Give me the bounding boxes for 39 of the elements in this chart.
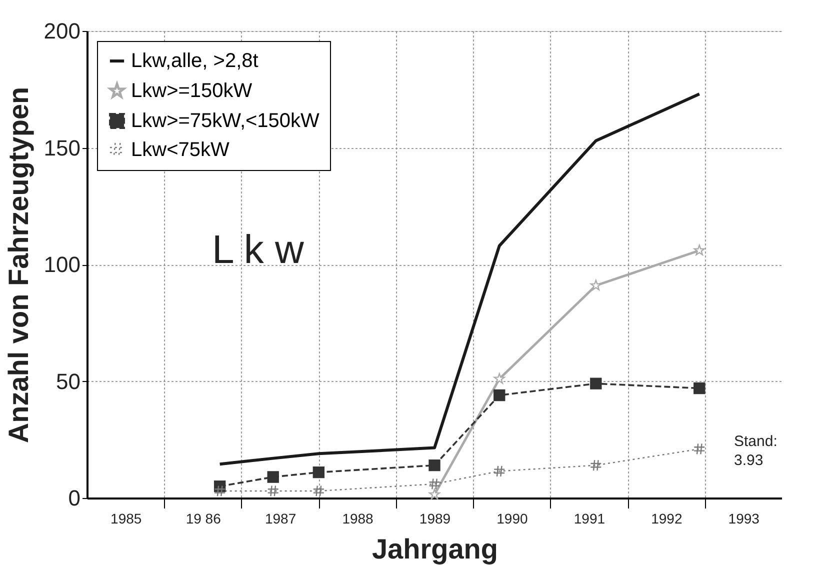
point (428, 478, 440, 490)
point (590, 378, 602, 390)
x-tick-label: 1990 (496, 510, 528, 526)
point (694, 244, 705, 256)
x-tick-label: 1987 (264, 510, 296, 526)
x-tick-label: 1989 (419, 510, 451, 526)
point (267, 485, 279, 497)
point (428, 459, 440, 472)
legend-label: Lkw<75kW (131, 139, 230, 161)
point (494, 389, 506, 402)
point (267, 471, 279, 483)
point (590, 280, 602, 290)
point (694, 382, 706, 394)
point (494, 465, 506, 477)
x-tick-label: 1985 (110, 510, 142, 526)
point (590, 459, 602, 472)
y-tick-label: 0 (68, 486, 80, 510)
y-tick-label: 50 (56, 368, 80, 394)
x-tick-label: 1992 (651, 510, 682, 526)
x-tick-label: 1991 (574, 510, 606, 526)
legend-label: Lkw>=75kW,<150kW (131, 110, 320, 132)
y-tick-label: 150 (44, 135, 80, 160)
point (312, 466, 325, 478)
point (214, 485, 226, 497)
x-tick-label: 1988 (342, 510, 374, 526)
x-tick-label: 1993 (728, 510, 760, 526)
legend-label: Lkw>=150kW (131, 80, 252, 102)
annotation: L k w (212, 228, 304, 272)
x-axis-title: Jahrgang (372, 534, 498, 564)
annotation: Stand: 3.93 (734, 433, 778, 469)
legend-label: Lkw,alle, >2,8t (131, 50, 259, 72)
point (312, 485, 325, 497)
point (428, 488, 440, 500)
point (694, 443, 706, 455)
point (494, 373, 505, 384)
y-axis-title: Anzahl von Fahrzeugtypen (2, 86, 34, 444)
x-tick-label: 19 86 (186, 510, 222, 526)
y-tick-label: 200 (44, 18, 80, 44)
y-tick-label: 100 (44, 252, 80, 277)
